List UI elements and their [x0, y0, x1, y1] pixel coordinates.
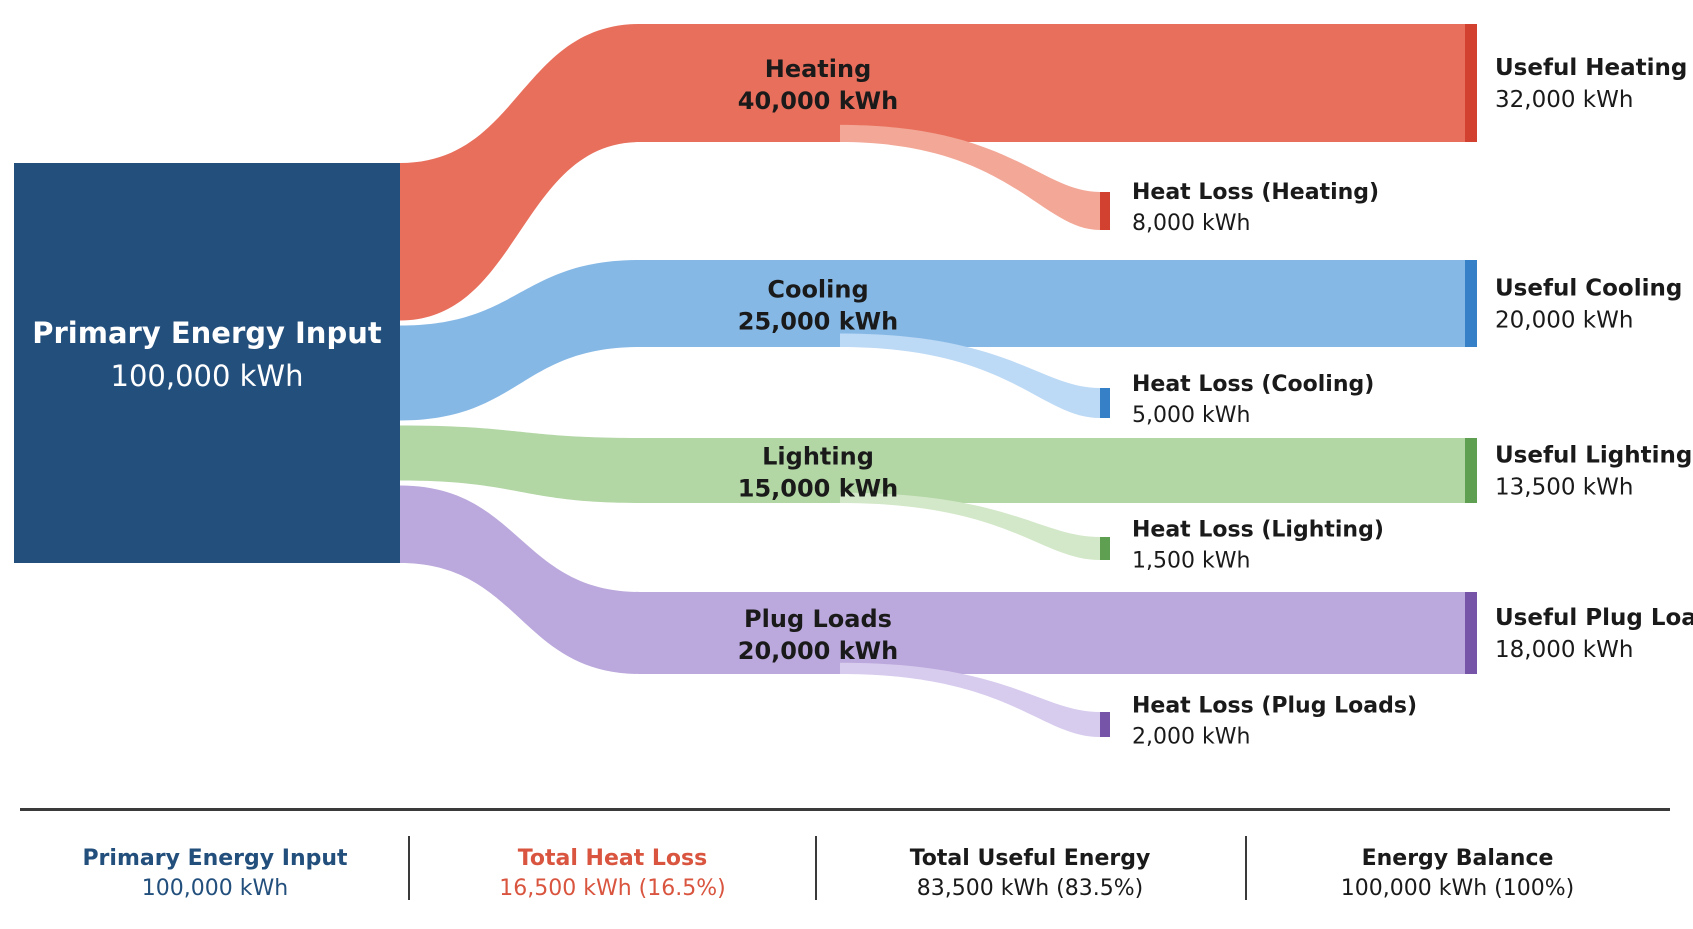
- plug-loss-value: 2,000 kWh: [1132, 725, 1250, 750]
- cooling-category-label: Cooling: [767, 276, 868, 304]
- heating-loss-label: Heat Loss (Heating): [1132, 180, 1379, 205]
- sankey-links: [400, 24, 1465, 737]
- summary-total-useful-energy-value: 83,500 kWh (83.5%): [916, 876, 1144, 901]
- heating-flow-in: [400, 24, 640, 321]
- plug-loss-label: Heat Loss (Plug Loads): [1132, 694, 1417, 719]
- sankey-nodes: [14, 24, 1477, 737]
- summary-total-heat-loss: Total Heat Loss 16,500 kWh (16.5%): [410, 844, 815, 904]
- summary-divider: [1245, 836, 1247, 900]
- summary-total-heat-loss-title: Total Heat Loss: [517, 846, 708, 871]
- lighting-useful-value: 13,500 kWh: [1495, 475, 1633, 501]
- heating-useful-label: Useful Heating: [1495, 55, 1687, 81]
- lighting-loss-value: 1,500 kWh: [1132, 549, 1250, 574]
- lighting-useful-label: Useful Lighting: [1495, 443, 1692, 469]
- summary-energy-balance: Energy Balance 100,000 kWh (100%): [1245, 844, 1670, 904]
- plug-flow-useful: [638, 592, 1465, 674]
- lighting-category-value: 15,000 kWh: [738, 475, 899, 503]
- heating-flow-loss: [840, 124, 1100, 230]
- summary-bar: Primary Energy Input 100,000 kWh Total H…: [20, 808, 1670, 929]
- cooling-category-value: 25,000 kWh: [738, 308, 899, 336]
- sankey-diagram: Primary Energy Input 100,000 kWh Heating 40…: [14, 24, 1693, 750]
- lighting-useful-node: [1465, 438, 1477, 503]
- heating-category-value: 40,000 kWh: [738, 87, 899, 115]
- summary-energy-balance-value: 100,000 kWh (100%): [1340, 876, 1575, 901]
- source-node: [14, 163, 400, 563]
- cooling-flow-in: [400, 260, 640, 421]
- plug-useful-value: 18,000 kWh: [1495, 637, 1633, 663]
- summary-divider: [408, 836, 410, 900]
- cooling-flow-useful: [638, 260, 1465, 347]
- heating-flow-useful: [638, 24, 1465, 142]
- lighting-flow-useful: [638, 438, 1465, 503]
- lighting-category-label: Lighting: [762, 443, 874, 471]
- source-node-label: Primary Energy Input: [32, 316, 382, 350]
- heating-category-label: Heating: [765, 55, 872, 83]
- heating-loss-value: 8,000 kWh: [1132, 211, 1250, 236]
- cooling-loss-node: [1100, 388, 1110, 418]
- plug-loss-node: [1100, 712, 1110, 737]
- heating-loss-node: [1100, 192, 1110, 230]
- plug-useful-node: [1465, 592, 1477, 674]
- plug-flow-loss: [840, 662, 1100, 737]
- heating-useful-node: [1465, 24, 1477, 142]
- cooling-useful-label: Useful Cooling: [1495, 276, 1682, 302]
- lighting-flow-loss: [840, 492, 1100, 560]
- summary-energy-balance-title: Energy Balance: [1361, 846, 1554, 871]
- summary-total-heat-loss-value: 16,500 kWh (16.5%): [499, 876, 726, 901]
- heating-useful-value: 32,000 kWh: [1495, 87, 1633, 113]
- summary-rule: [20, 808, 1670, 811]
- plug-category-label: Plug Loads: [744, 605, 892, 633]
- lighting-loss-node: [1100, 537, 1110, 560]
- summary-divider: [815, 836, 817, 900]
- plug-useful-label: Useful Plug Loads: [1495, 605, 1693, 631]
- summary-total-useful-energy: Total Useful Energy 83,500 kWh (83.5%): [815, 844, 1245, 904]
- summary-primary-input: Primary Energy Input 100,000 kWh: [20, 844, 410, 904]
- lighting-flow-in: [400, 425, 640, 503]
- plug-flow-in: [400, 485, 640, 674]
- cooling-loss-value: 5,000 kWh: [1132, 403, 1250, 428]
- summary-primary-input-value: 100,000 kWh: [141, 876, 289, 901]
- cooling-flow-loss: [840, 333, 1100, 418]
- summary-primary-input-title: Primary Energy Input: [82, 846, 348, 871]
- cooling-loss-label: Heat Loss (Cooling): [1132, 372, 1374, 397]
- cooling-useful-node: [1465, 260, 1477, 347]
- plug-category-value: 20,000 kWh: [738, 637, 899, 665]
- lighting-loss-label: Heat Loss (Lighting): [1132, 518, 1384, 543]
- sankey-labels: Primary Energy Input 100,000 kWh Heating 40…: [32, 55, 1693, 750]
- summary-total-useful-energy-title: Total Useful Energy: [909, 846, 1151, 871]
- cooling-useful-value: 20,000 kWh: [1495, 308, 1633, 334]
- source-node-value: 100,000 kWh: [111, 359, 304, 393]
